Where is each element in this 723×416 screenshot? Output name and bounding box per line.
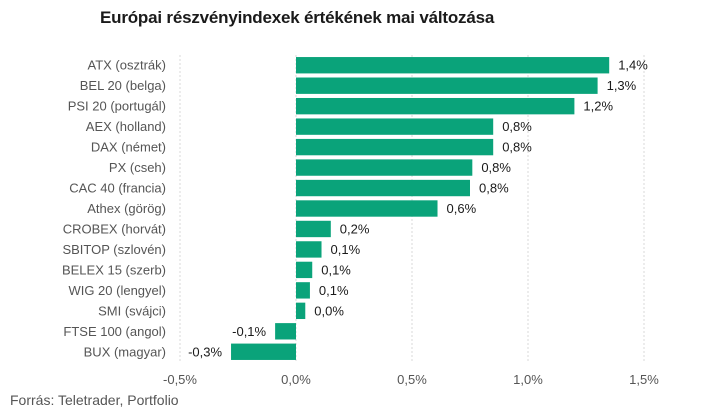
value-label: -0,1% xyxy=(232,324,266,339)
category-label: BELEX 15 (szerb) xyxy=(62,262,166,277)
category-label: CAC 40 (francia) xyxy=(69,181,166,196)
value-label: 0,1% xyxy=(319,283,349,298)
value-label: 0,6% xyxy=(447,201,477,216)
value-label: 1,3% xyxy=(607,78,637,93)
value-label: -0,3% xyxy=(188,344,222,359)
bar xyxy=(296,282,310,299)
x-tick-label: 0,5% xyxy=(397,372,427,387)
bar xyxy=(296,179,470,197)
category-label: SMI (svájci) xyxy=(98,303,166,318)
value-label: 1,4% xyxy=(618,58,648,73)
label-layer: -0,5% 0,0% 0,5% 1,0% 1,5% ATX (osztrák) 1,4% BE… xyxy=(62,58,659,387)
category-label: WIG 20 (lengyel) xyxy=(68,283,166,298)
category-label: Athex (görög) xyxy=(87,201,166,216)
bar xyxy=(296,302,306,320)
bar xyxy=(296,118,494,135)
source-note: Forrás: Teletrader, Portfolio xyxy=(10,392,179,408)
x-tick-label: -0,5% xyxy=(163,372,197,387)
category-label: BEL 20 (belga) xyxy=(80,78,166,93)
category-label: FTSE 100 (angol) xyxy=(63,324,166,339)
bar xyxy=(275,323,296,340)
value-label: 0,8% xyxy=(502,119,532,134)
value-label: 0,8% xyxy=(481,160,511,175)
bar xyxy=(296,220,331,238)
bar xyxy=(296,138,494,156)
value-label: 0,1% xyxy=(321,262,351,277)
value-label: 0,0% xyxy=(314,303,344,318)
category-label: SBITOP (szlovén) xyxy=(62,242,166,257)
bar xyxy=(296,261,313,279)
chart-title: Európai részvényindexek értékének mai vá… xyxy=(100,8,495,27)
value-label: 0,2% xyxy=(340,221,370,236)
bar xyxy=(296,77,598,94)
x-tick-label: 1,5% xyxy=(629,372,659,387)
category-label: ATX (osztrák) xyxy=(88,58,167,73)
category-label: PX (cseh) xyxy=(109,160,166,175)
category-label: AEX (holland) xyxy=(86,119,166,134)
value-label: 0,8% xyxy=(502,140,532,155)
x-tick-label: 0,0% xyxy=(281,372,311,387)
x-tick-label: 1,0% xyxy=(513,372,543,387)
value-label: 1,2% xyxy=(583,99,613,114)
bar-layer xyxy=(231,57,610,360)
category-label: DAX (német) xyxy=(91,140,166,155)
bar xyxy=(296,200,438,217)
bar xyxy=(296,57,610,74)
bar xyxy=(296,241,322,258)
bar xyxy=(296,97,575,115)
category-label: CROBEX (horvát) xyxy=(63,221,166,236)
bar xyxy=(296,159,473,176)
value-label: 0,8% xyxy=(479,181,509,196)
bar xyxy=(231,343,296,360)
category-label: BUX (magyar) xyxy=(84,344,166,359)
value-label: 0,1% xyxy=(331,242,361,257)
category-label: PSI 20 (portugál) xyxy=(68,99,166,114)
